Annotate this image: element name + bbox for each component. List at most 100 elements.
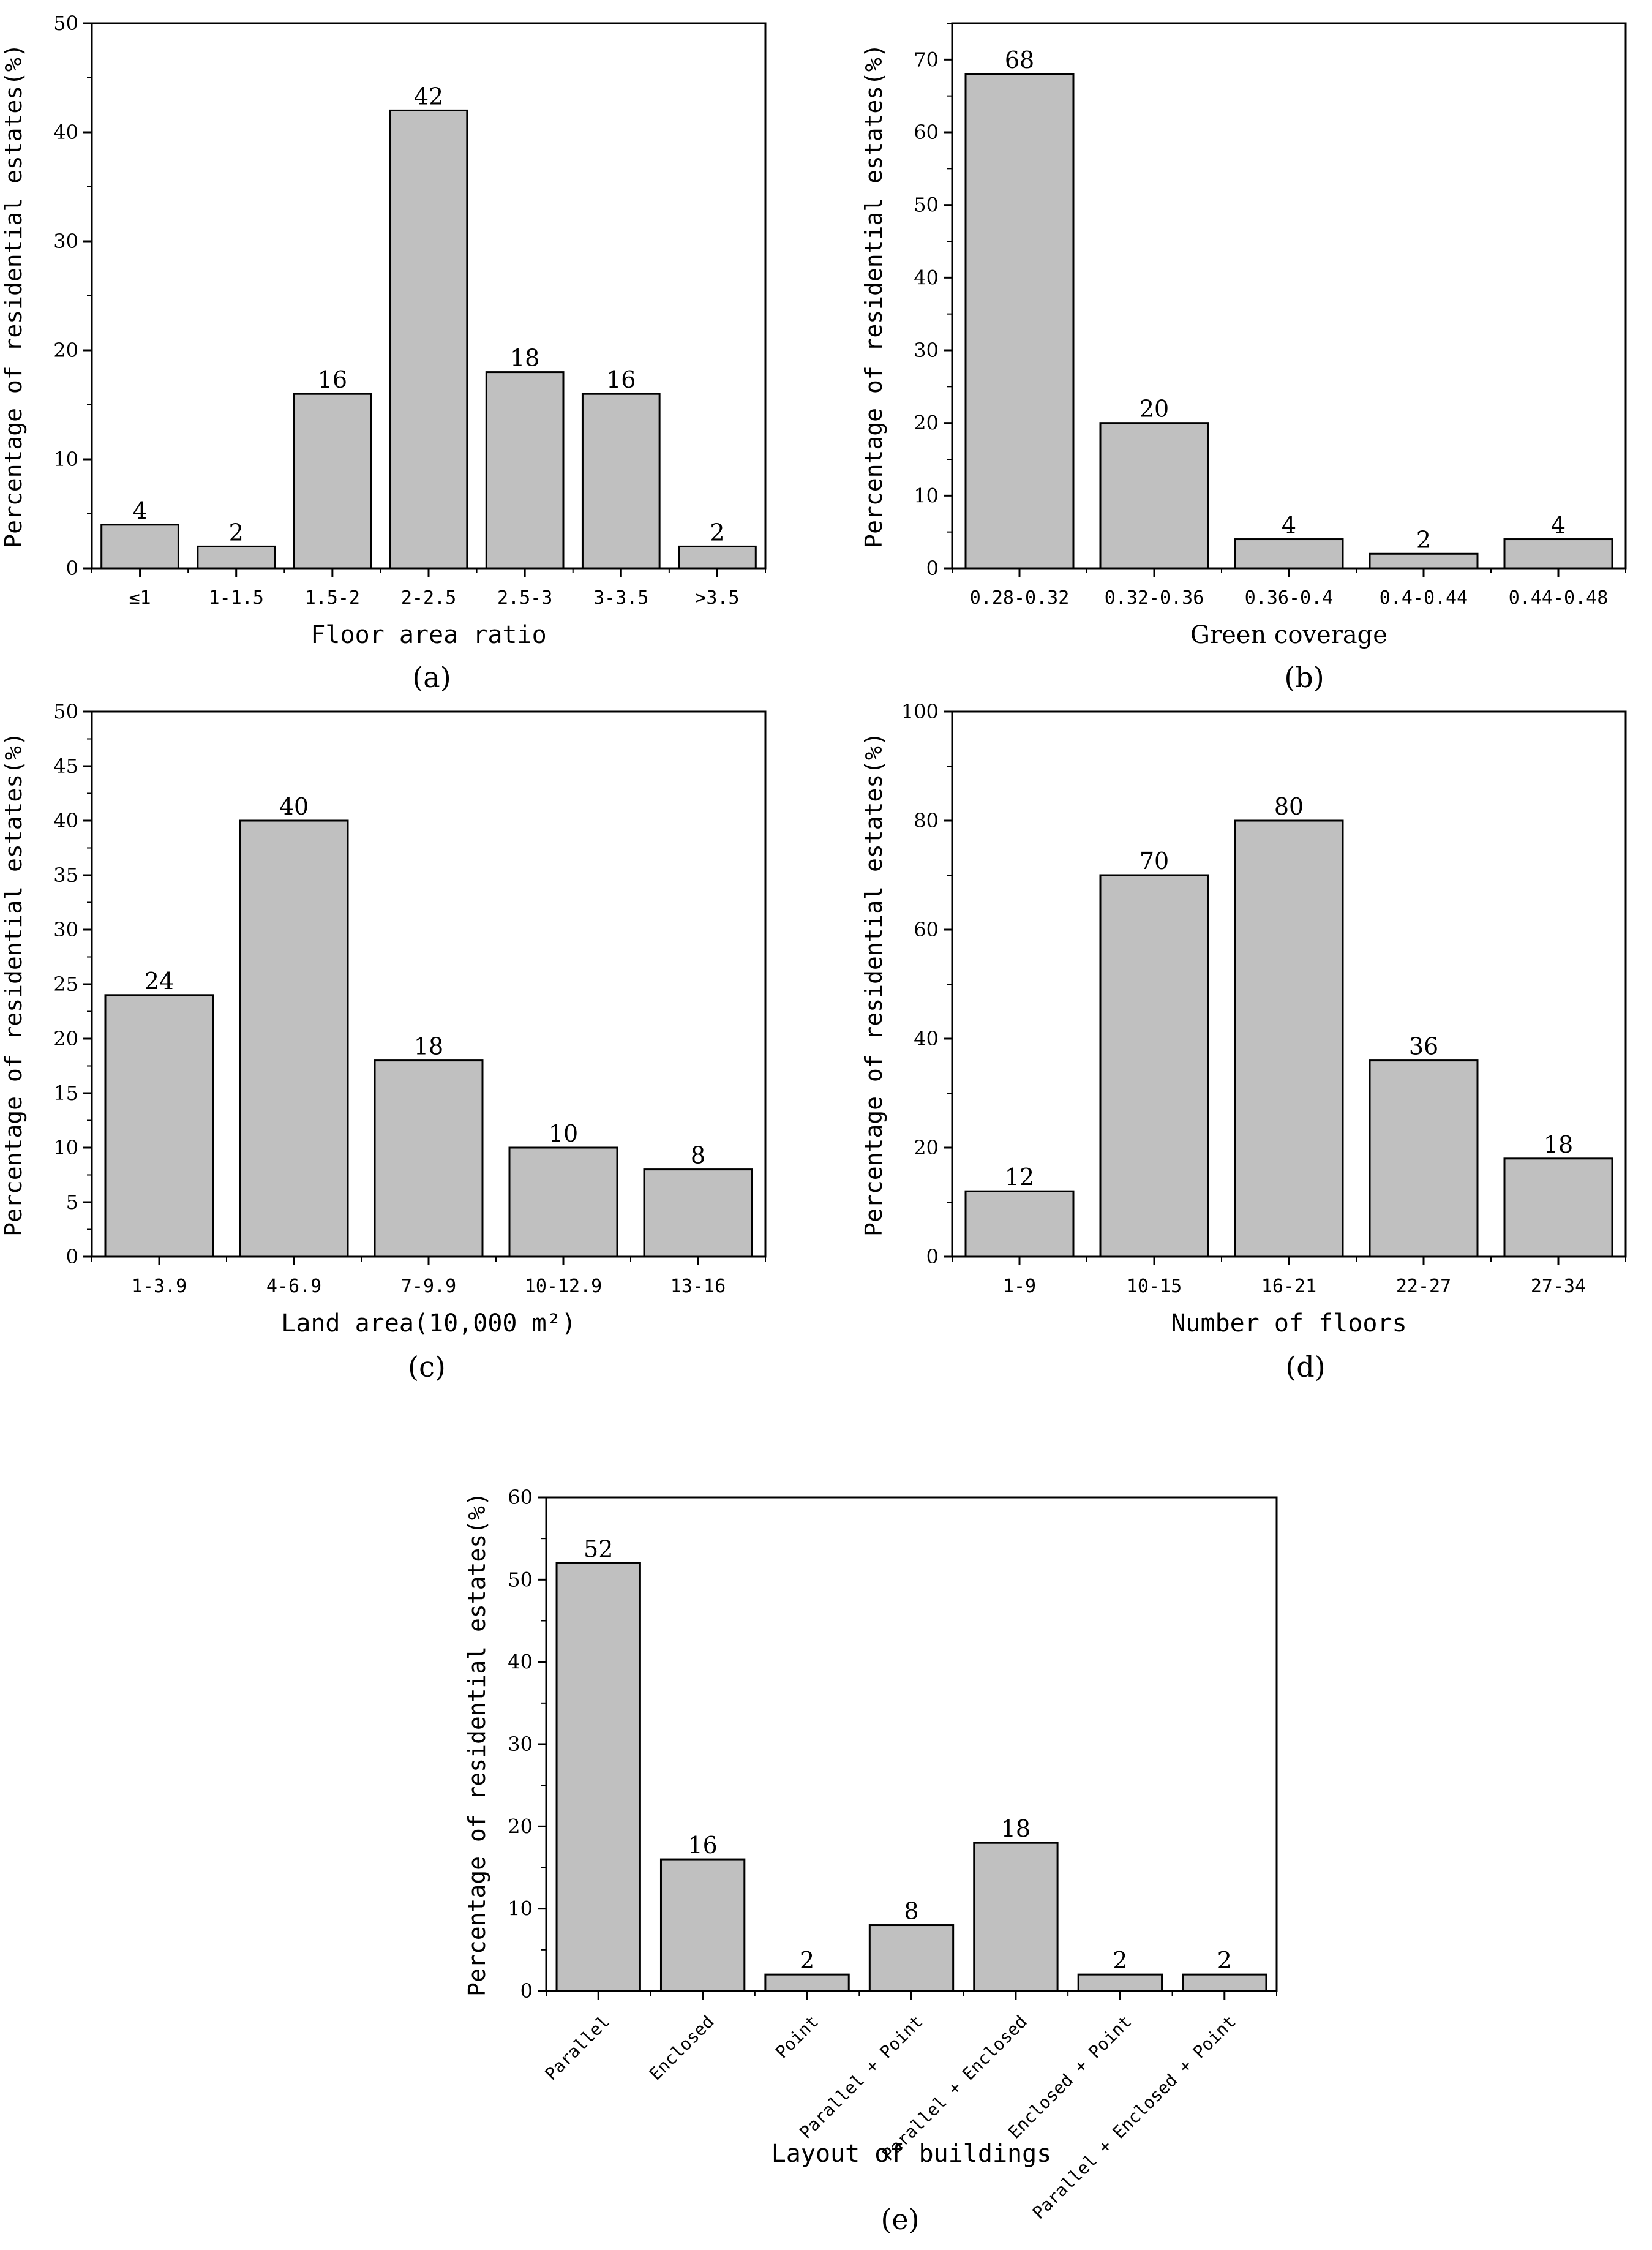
y-tick-label: 0	[66, 1245, 78, 1268]
data-label: 80	[1274, 793, 1304, 820]
bar-c-4	[643, 1168, 753, 1258]
bar-a-5	[581, 393, 661, 570]
y-tick-label: 70	[914, 48, 939, 71]
data-label: 2	[1113, 1947, 1127, 1974]
y-tick-label: 20	[53, 1027, 78, 1050]
data-label: 12	[1005, 1164, 1034, 1191]
y-tick-label: 40	[914, 1027, 939, 1050]
bar-b-1	[1099, 422, 1209, 570]
bar-a-3	[389, 109, 468, 570]
data-label: 8	[691, 1142, 705, 1169]
x-tick-label: ≤1	[129, 587, 151, 609]
bar-c-2	[374, 1059, 484, 1258]
chart-a: 0 10 20 30 40 50 Percentage of residential est…	[0, 12, 767, 694]
bar-e-4	[973, 1842, 1059, 1992]
x-tick-label: 1.5-2	[305, 587, 360, 609]
y-tick-label: 60	[914, 121, 939, 144]
y-tick-label: 25	[53, 973, 78, 996]
x-axis-label: Number of floors	[1171, 1309, 1406, 1338]
bar-a-6	[678, 545, 757, 570]
caption-a: (a)	[412, 661, 451, 694]
y-axis-label: Percentage of residential estates(%)	[0, 43, 27, 548]
x-tick-label: 4-6.9	[266, 1276, 321, 1297]
y-tick-label: 80	[914, 809, 939, 832]
x-tick-label: 0.36-0.4	[1245, 587, 1334, 609]
y-tick-label: 0	[926, 557, 939, 580]
bar-e-3	[868, 1924, 955, 1992]
data-label: 24	[145, 968, 174, 995]
y-tick-label: 15	[53, 1082, 78, 1105]
bar-b-0	[964, 73, 1075, 570]
data-label: 42	[414, 83, 443, 110]
bar-d-4	[1503, 1157, 1613, 1258]
bar-d-2	[1234, 819, 1344, 1258]
data-label: 16	[606, 366, 636, 393]
bar-a-2	[293, 393, 372, 570]
bar-b-4	[1503, 538, 1613, 570]
data-label: 4	[1282, 512, 1296, 539]
bar-e-6	[1182, 1973, 1267, 1992]
x-tick-label: 2-2.5	[401, 587, 456, 609]
x-axis-label: Floor area ratio	[310, 621, 546, 649]
chart-d: 0 20 40 60 80 100 Percentage of residential es…	[860, 700, 1627, 1383]
y-tick-label: 50	[914, 194, 939, 217]
x-tick-label: Parallel	[541, 2012, 614, 2085]
bar-d-0	[964, 1190, 1075, 1258]
x-tick-label: Enclosed	[645, 2012, 718, 2085]
data-label: 18	[1544, 1131, 1573, 1158]
x-tick-label: Point	[772, 2012, 822, 2063]
y-axis-label: Percentage of residential estates(%)	[0, 732, 27, 1236]
y-tick-label: 30	[53, 918, 78, 941]
data-label: 10	[549, 1120, 578, 1147]
y-tick-label: 10	[53, 448, 78, 471]
chart-e: 0 10 20 30 40 50 60 Percentage of residential e…	[464, 1486, 1278, 2236]
data-label: 16	[318, 366, 347, 393]
y-tick-label: 50	[53, 12, 78, 35]
y-tick-label: 20	[53, 339, 78, 362]
x-tick-label: 0.28-0.32	[970, 587, 1070, 609]
y-tick-label: 5	[66, 1191, 78, 1214]
bar-c-1	[239, 819, 349, 1258]
x-tick-label: 13-16	[670, 1276, 726, 1297]
bar-b-3	[1369, 552, 1479, 570]
y-tick-label: 100	[901, 700, 939, 723]
data-label: 18	[414, 1033, 443, 1060]
y-tick-label: 0	[66, 557, 78, 580]
y-tick-label: 40	[508, 1650, 533, 1674]
x-tick-label: 0.4-0.44	[1380, 587, 1468, 609]
data-label: 8	[904, 1898, 918, 1925]
y-tick-label: 10	[914, 484, 939, 507]
x-tick-label: 1-9	[1003, 1276, 1036, 1297]
y-tick-label: 40	[53, 809, 78, 832]
data-label: 4	[1551, 512, 1566, 539]
data-label: 4	[132, 497, 147, 524]
bar-e-5	[1077, 1973, 1163, 1992]
data-label: 2	[229, 519, 244, 546]
bar-d-3	[1369, 1059, 1479, 1258]
chart-b: 0 10 20 30 40 50 60 70 Percentage of residential…	[860, 22, 1627, 694]
y-tick-label: 10	[53, 1136, 78, 1159]
y-axis-label: Percentage of residential estates(%)	[464, 1492, 490, 1996]
x-tick-label: 0.32-0.36	[1105, 587, 1204, 609]
x-tick-label: 7-9.9	[401, 1276, 456, 1297]
x-tick-label: 0.44-0.48	[1509, 587, 1609, 609]
bar-a-1	[197, 545, 276, 570]
y-tick-label: 45	[53, 754, 78, 778]
data-label: 2	[800, 1947, 814, 1974]
x-axis-label: Layout of buildings	[772, 2140, 1052, 2168]
y-tick-label: 60	[914, 918, 939, 941]
y-tick-label: 30	[53, 230, 78, 253]
x-axis-label: Green coverage	[1190, 621, 1387, 649]
x-tick-label: 10-15	[1127, 1276, 1182, 1297]
data-label: 18	[510, 345, 539, 372]
data-label: 40	[279, 793, 309, 820]
x-tick-label: 3-3.5	[593, 587, 648, 609]
y-tick-label: 0	[926, 1245, 939, 1268]
bar-d-1	[1099, 874, 1209, 1258]
chart-c: 0 5 10 15 20 25 30 35 40 45 50 Percentage of reside…	[0, 700, 767, 1383]
y-tick-label: 50	[508, 1568, 533, 1591]
y-tick-label: 50	[53, 700, 78, 723]
y-tick-label: 60	[508, 1486, 533, 1509]
x-tick-label: 10-12.9	[525, 1276, 602, 1297]
